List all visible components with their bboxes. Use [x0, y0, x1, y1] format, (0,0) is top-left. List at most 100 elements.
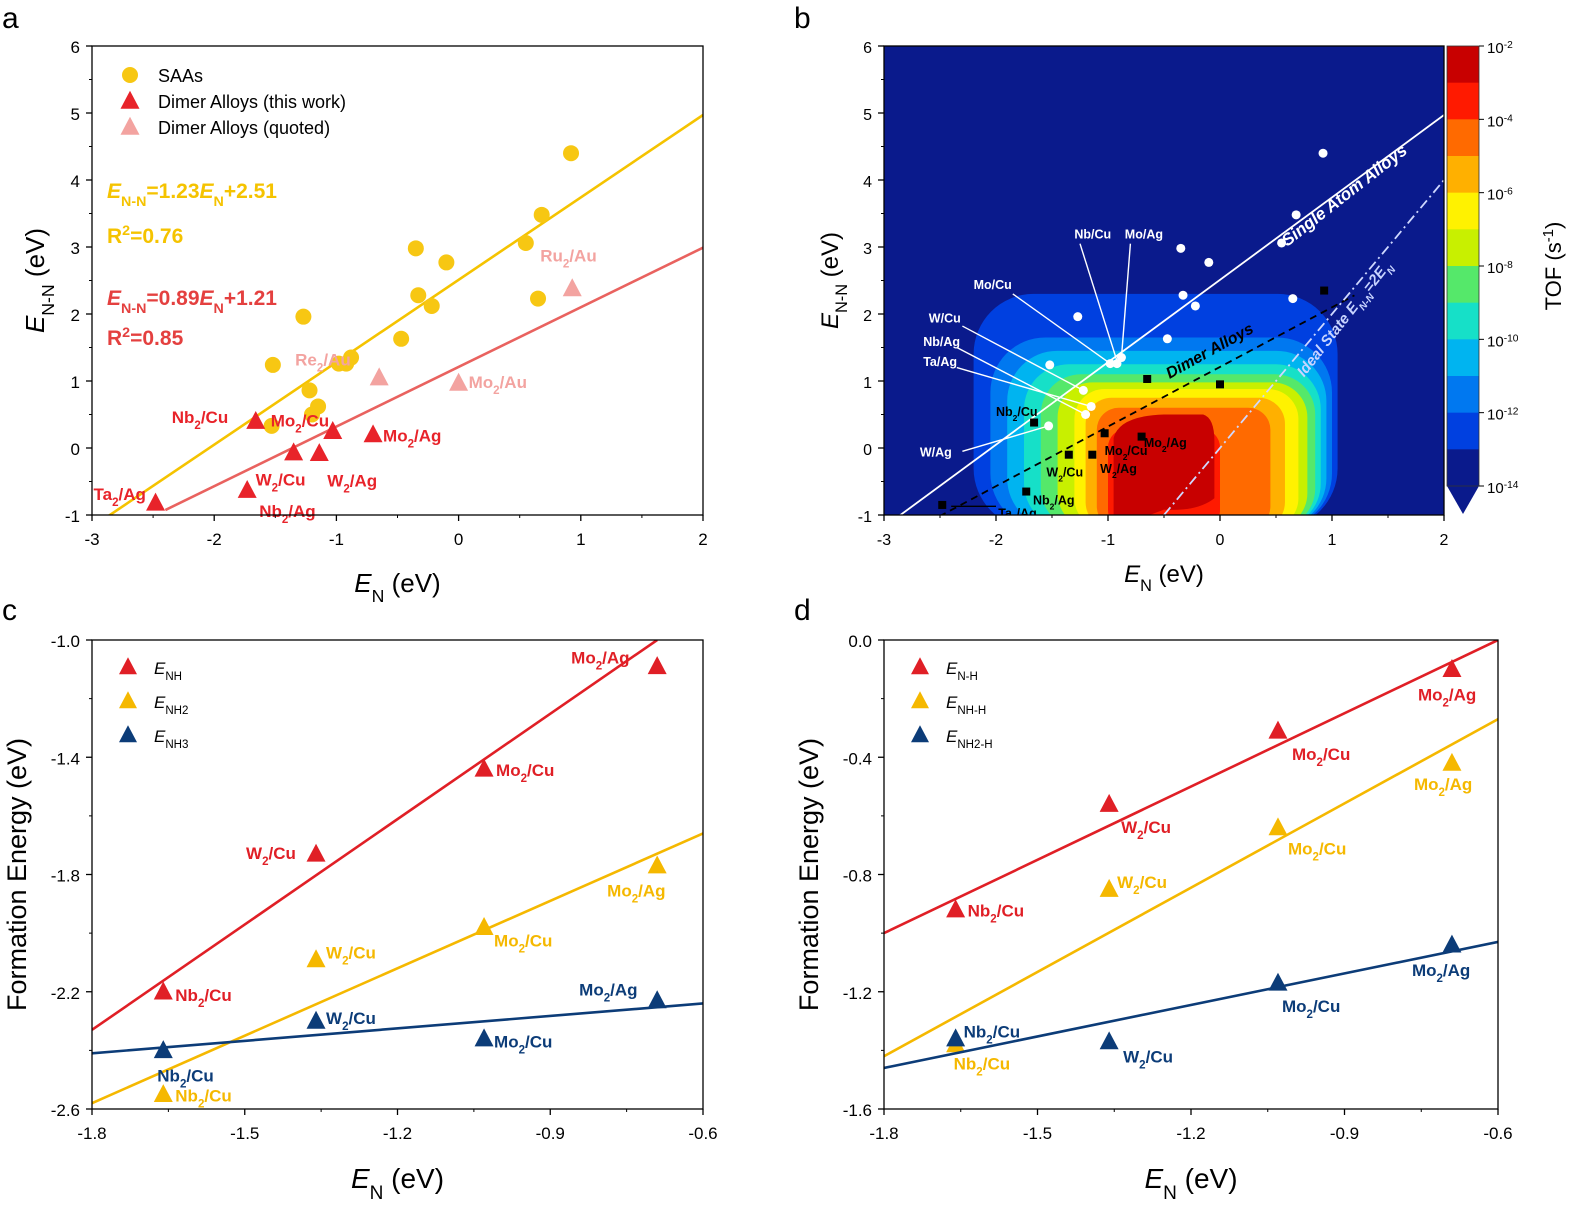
dimer-this-label: Mo2/Cu — [271, 411, 329, 435]
dimer-quoted-point — [369, 367, 389, 386]
x-axis-title-part: (eV) — [1177, 1163, 1238, 1194]
dimer-this-label-part: Ta — [94, 485, 113, 504]
point-label-part: /Cu — [1017, 405, 1037, 419]
dimer-this-point — [363, 424, 383, 443]
point-label: Mo2/Ag — [571, 648, 629, 672]
point-label: Mo2/Ag — [1418, 685, 1476, 709]
series-point — [153, 981, 173, 1000]
saa-point — [407, 240, 424, 257]
colorbar-tick-label: 10-2 — [1487, 40, 1513, 58]
colorbar-tick-label-part: 10 — [1487, 113, 1504, 130]
point-label-part: Nb — [954, 1055, 977, 1074]
saa-point — [1318, 148, 1328, 158]
x-axis-title-part: E — [351, 1163, 370, 1194]
colorbar-tick-label-part: -14 — [1504, 480, 1519, 491]
series-point — [474, 758, 494, 777]
legend-label-part: 2 — [974, 739, 980, 751]
series-point — [153, 1084, 173, 1103]
series-point — [306, 1010, 326, 1029]
dimer-quoted-label-part: 2 — [563, 259, 569, 271]
saa-point — [1176, 243, 1186, 253]
series-point — [647, 855, 667, 874]
legend-label-part: N-H — [957, 671, 978, 683]
point-label-part: 2 — [986, 1035, 992, 1047]
saa-point — [343, 349, 360, 366]
point-label-part: Mo — [571, 648, 596, 667]
saa-fit-r2-part: =0.76 — [130, 225, 183, 248]
point-label-part: 2 — [596, 660, 602, 672]
point-label: Nb2/Cu — [175, 986, 231, 1010]
point-label: W2/Cu — [1123, 1048, 1173, 1072]
series-fit-line — [92, 832, 703, 1105]
dimer-this-label: Nb2/Cu — [172, 408, 228, 432]
legend-label-part: 2 — [182, 705, 188, 717]
point-label-part: /Ag — [1017, 506, 1037, 520]
dimer-fit-line — [939, 294, 1355, 515]
x-tick-label: -1.5 — [1023, 1124, 1052, 1143]
point-label-part: 2 — [198, 998, 204, 1010]
dimer-point — [1022, 487, 1031, 496]
point-label: Mo/Ag — [1125, 228, 1163, 242]
dimer-quoted-label-part: Mo — [469, 373, 494, 392]
legend-label: ENH-H — [946, 693, 986, 717]
dimer-this-label-part: Mo — [383, 427, 408, 446]
dimer-this-point — [323, 420, 343, 439]
saa-point — [438, 254, 455, 271]
colorbar-tick-label-part: -8 — [1504, 260, 1513, 271]
saa-fit-r2-part: 2 — [122, 223, 130, 239]
x-tick-label: -3 — [877, 532, 891, 549]
legend-label-part: 3 — [182, 739, 188, 751]
point-label-part: Nb — [175, 986, 198, 1005]
point-label-part: 2 — [1050, 502, 1055, 512]
point-label-part: Mo — [1282, 997, 1307, 1016]
legend-label-part: E — [946, 693, 958, 712]
point-label: W2/Cu — [1121, 818, 1171, 842]
saa-fit-line — [898, 114, 1444, 515]
point-label-part: 2 — [1307, 1009, 1313, 1021]
saa-point — [295, 308, 312, 325]
point-label-part: 2 — [1139, 1060, 1145, 1072]
dimer-this-label-part: /Ag — [350, 471, 377, 490]
point-label-part: Mo — [1412, 961, 1437, 980]
legend-label: SAAs — [158, 66, 203, 86]
colorbar-segment — [1447, 156, 1479, 194]
y-tick-label: 1 — [863, 375, 872, 392]
dimer-this-label-part: W — [327, 471, 344, 490]
point-label-part: /Cu — [1323, 745, 1350, 764]
y-axis-title-part: (eV) — [817, 232, 844, 284]
point-label-part: 2 — [1313, 852, 1319, 864]
point-label-part: /Cu — [525, 1033, 552, 1052]
x-tick-label: -0.9 — [1330, 1124, 1359, 1143]
point-label: Mo2/Ag — [1144, 436, 1187, 454]
saa-point — [410, 287, 427, 304]
x-tick-label: -1 — [329, 530, 344, 549]
ideal-state-line — [1163, 179, 1444, 515]
series-fit-line — [92, 640, 658, 1031]
colorbar-segment — [1447, 82, 1479, 120]
dimer-this-label: Ta2/Ag — [94, 485, 146, 509]
y-axis-title-part: (eV) — [20, 228, 50, 284]
dimer-fit-equation-part: N — [214, 301, 224, 317]
colorbar-title-part: ) — [1541, 222, 1566, 229]
point-label: W2/Cu — [1046, 465, 1083, 483]
x-axis-title-part: (eV) — [1152, 561, 1204, 588]
point-label-part: 2 — [180, 1078, 186, 1090]
colorbar-segment — [1447, 266, 1479, 304]
saa-point — [301, 382, 318, 399]
point-label-part: Mo — [607, 882, 632, 901]
dimer-fit-equation-part: E — [200, 287, 215, 310]
colorbar-tick-label-part: 10 — [1487, 407, 1504, 424]
series-fit-line — [884, 940, 1498, 1070]
x-tick-label: 0 — [1216, 532, 1225, 549]
point-label: Ta/Ag — [923, 355, 957, 369]
dimer-fit-r2-part: R — [107, 327, 122, 350]
y-tick-label: -0.8 — [843, 867, 872, 886]
colorbar-title-part: -1 — [1540, 229, 1557, 242]
colorbar-tick-label-part: -6 — [1504, 186, 1513, 197]
legend-label-part: E — [154, 659, 166, 678]
colorbar-segment — [1447, 302, 1479, 340]
colorbar-tick-label: 10-10 — [1487, 333, 1519, 351]
point-label-part: W — [246, 844, 263, 863]
